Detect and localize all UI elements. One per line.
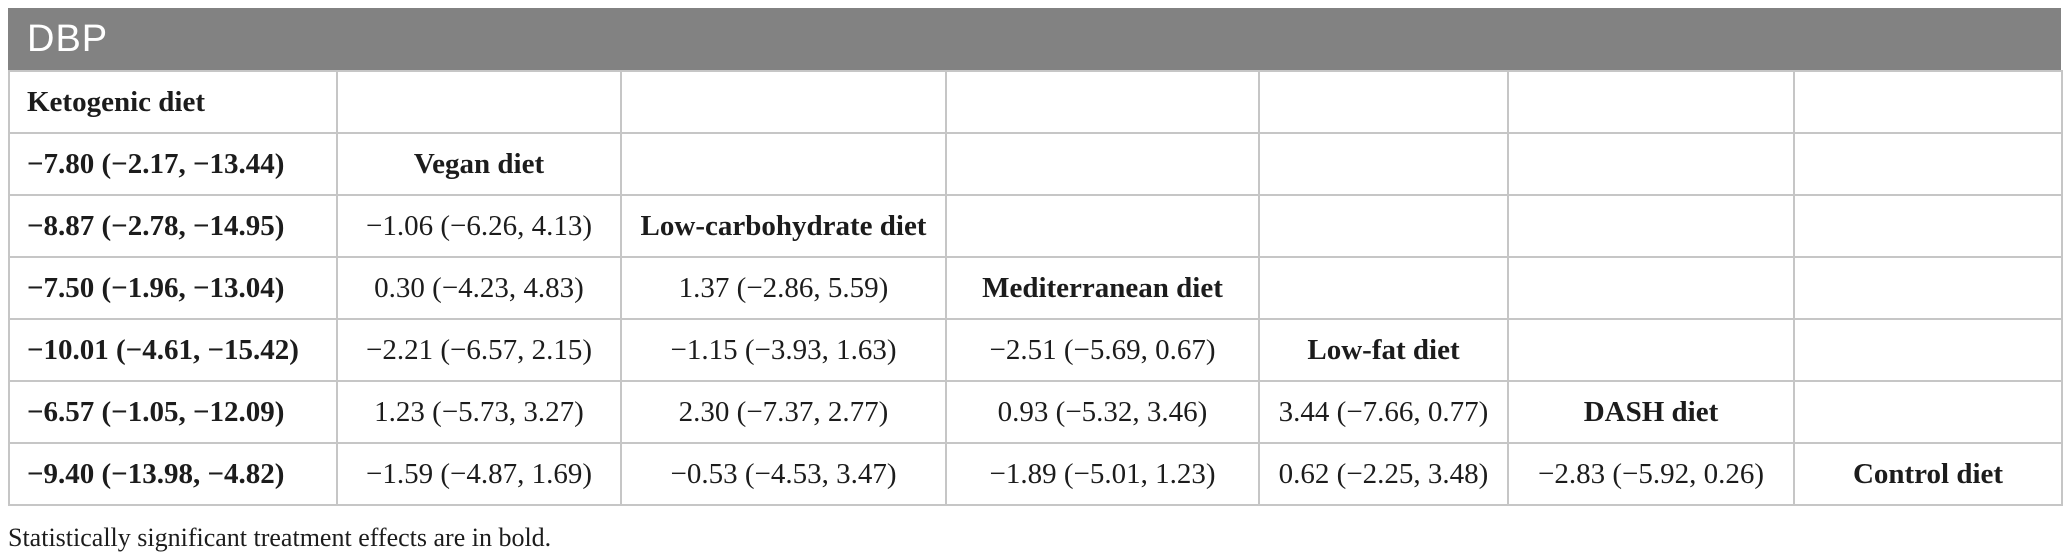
effect-cell: 1.37 (−2.86, 5.59) bbox=[620, 256, 947, 320]
effect-cell: −2.83 (−5.92, 0.26) bbox=[1507, 442, 1795, 506]
effect-cell: 0.30 (−4.23, 4.83) bbox=[336, 256, 622, 320]
table-row: −6.57 (−1.05, −12.09) 1.23 (−5.73, 3.27) 2… bbox=[8, 380, 2063, 444]
empty-cell bbox=[1258, 132, 1509, 196]
effect-cell: −0.53 (−4.53, 3.47) bbox=[620, 442, 947, 506]
diet-name-cell: Low-carbohydrate diet bbox=[620, 194, 947, 258]
table-row: −9.40 (−13.98, −4.82) −1.59 (−4.87, 1.69)… bbox=[8, 442, 2063, 506]
league-table: Ketogenic diet −7.80 (−2.17, −13.44) Vegan… bbox=[8, 70, 2063, 506]
table-row: −7.50 (−1.96, −13.04) 0.30 (−4.23, 4.83) 1… bbox=[8, 256, 2063, 320]
effect-cell: −2.21 (−6.57, 2.15) bbox=[336, 318, 622, 382]
effect-cell: −1.15 (−3.93, 1.63) bbox=[620, 318, 947, 382]
effect-cell: 1.23 (−5.73, 3.27) bbox=[336, 380, 622, 444]
empty-cell bbox=[1258, 194, 1509, 258]
empty-cell bbox=[1258, 70, 1509, 134]
table-title: DBP bbox=[27, 18, 109, 60]
empty-cell bbox=[1507, 70, 1795, 134]
footnote: Statistically significant treatment effe… bbox=[8, 523, 552, 552]
empty-cell bbox=[1793, 256, 2063, 320]
table-row: −8.87 (−2.78, −14.95) −1.06 (−6.26, 4.13)… bbox=[8, 194, 2063, 258]
empty-cell bbox=[620, 132, 947, 196]
effect-cell: 3.44 (−7.66, 0.77) bbox=[1258, 380, 1509, 444]
effect-cell: −7.80 (−2.17, −13.44) bbox=[8, 132, 338, 196]
empty-cell bbox=[620, 70, 947, 134]
diet-name-cell: Mediterranean diet bbox=[945, 256, 1260, 320]
empty-cell bbox=[945, 194, 1260, 258]
empty-cell bbox=[945, 132, 1260, 196]
effect-cell: −8.87 (−2.78, −14.95) bbox=[8, 194, 338, 258]
empty-cell bbox=[1793, 194, 2063, 258]
empty-cell bbox=[1793, 318, 2063, 382]
diet-name-cell: Ketogenic diet bbox=[8, 70, 338, 134]
empty-cell bbox=[1507, 194, 1795, 258]
empty-cell bbox=[1793, 132, 2063, 196]
empty-cell bbox=[1507, 318, 1795, 382]
effect-cell: 2.30 (−7.37, 2.77) bbox=[620, 380, 947, 444]
effect-cell: 0.62 (−2.25, 3.48) bbox=[1258, 442, 1509, 506]
empty-cell bbox=[1507, 256, 1795, 320]
effect-cell: −10.01 (−4.61, −15.42) bbox=[8, 318, 338, 382]
empty-cell bbox=[1793, 380, 2063, 444]
diet-name-cell: Control diet bbox=[1793, 442, 2063, 506]
effect-cell: 0.93 (−5.32, 3.46) bbox=[945, 380, 1260, 444]
effect-cell: −7.50 (−1.96, −13.04) bbox=[8, 256, 338, 320]
table-row: −7.80 (−2.17, −13.44) Vegan diet bbox=[8, 132, 2063, 196]
table-row: Ketogenic diet bbox=[8, 70, 2063, 134]
page: DBP Ketogenic diet −7.80 (−2.17, −13.44) V… bbox=[8, 8, 2063, 553]
empty-cell bbox=[336, 70, 622, 134]
table-title-bar: DBP bbox=[8, 8, 2061, 70]
table-row: −10.01 (−4.61, −15.42) −2.21 (−6.57, 2.15… bbox=[8, 318, 2063, 382]
diet-name-cell: Vegan diet bbox=[336, 132, 622, 196]
effect-cell: −1.06 (−6.26, 4.13) bbox=[336, 194, 622, 258]
empty-cell bbox=[1793, 70, 2063, 134]
effect-cell: −1.59 (−4.87, 1.69) bbox=[336, 442, 622, 506]
empty-cell bbox=[945, 70, 1260, 134]
diet-name-cell: DASH diet bbox=[1507, 380, 1795, 444]
effect-cell: −6.57 (−1.05, −12.09) bbox=[8, 380, 338, 444]
empty-cell bbox=[1507, 132, 1795, 196]
empty-cell bbox=[1258, 256, 1509, 320]
diet-name-cell: Low-fat diet bbox=[1258, 318, 1509, 382]
effect-cell: −2.51 (−5.69, 0.67) bbox=[945, 318, 1260, 382]
effect-cell: −9.40 (−13.98, −4.82) bbox=[8, 442, 338, 506]
effect-cell: −1.89 (−5.01, 1.23) bbox=[945, 442, 1260, 506]
